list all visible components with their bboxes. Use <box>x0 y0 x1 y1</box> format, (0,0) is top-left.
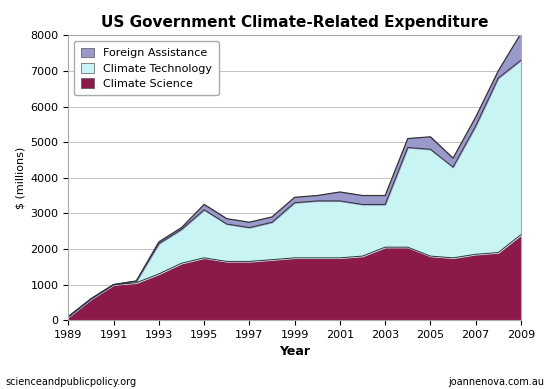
Title: US Government Climate-Related Expenditure: US Government Climate-Related Expenditur… <box>101 15 488 30</box>
Text: scienceandpublicpolicy.org: scienceandpublicpolicy.org <box>6 377 136 387</box>
Text: joannenova.com.au: joannenova.com.au <box>448 377 544 387</box>
X-axis label: Year: Year <box>279 345 310 358</box>
Y-axis label: $ (millions): $ (millions) <box>15 147 25 209</box>
Legend: Foreign Assistance, Climate Technology, Climate Science: Foreign Assistance, Climate Technology, … <box>74 41 218 95</box>
